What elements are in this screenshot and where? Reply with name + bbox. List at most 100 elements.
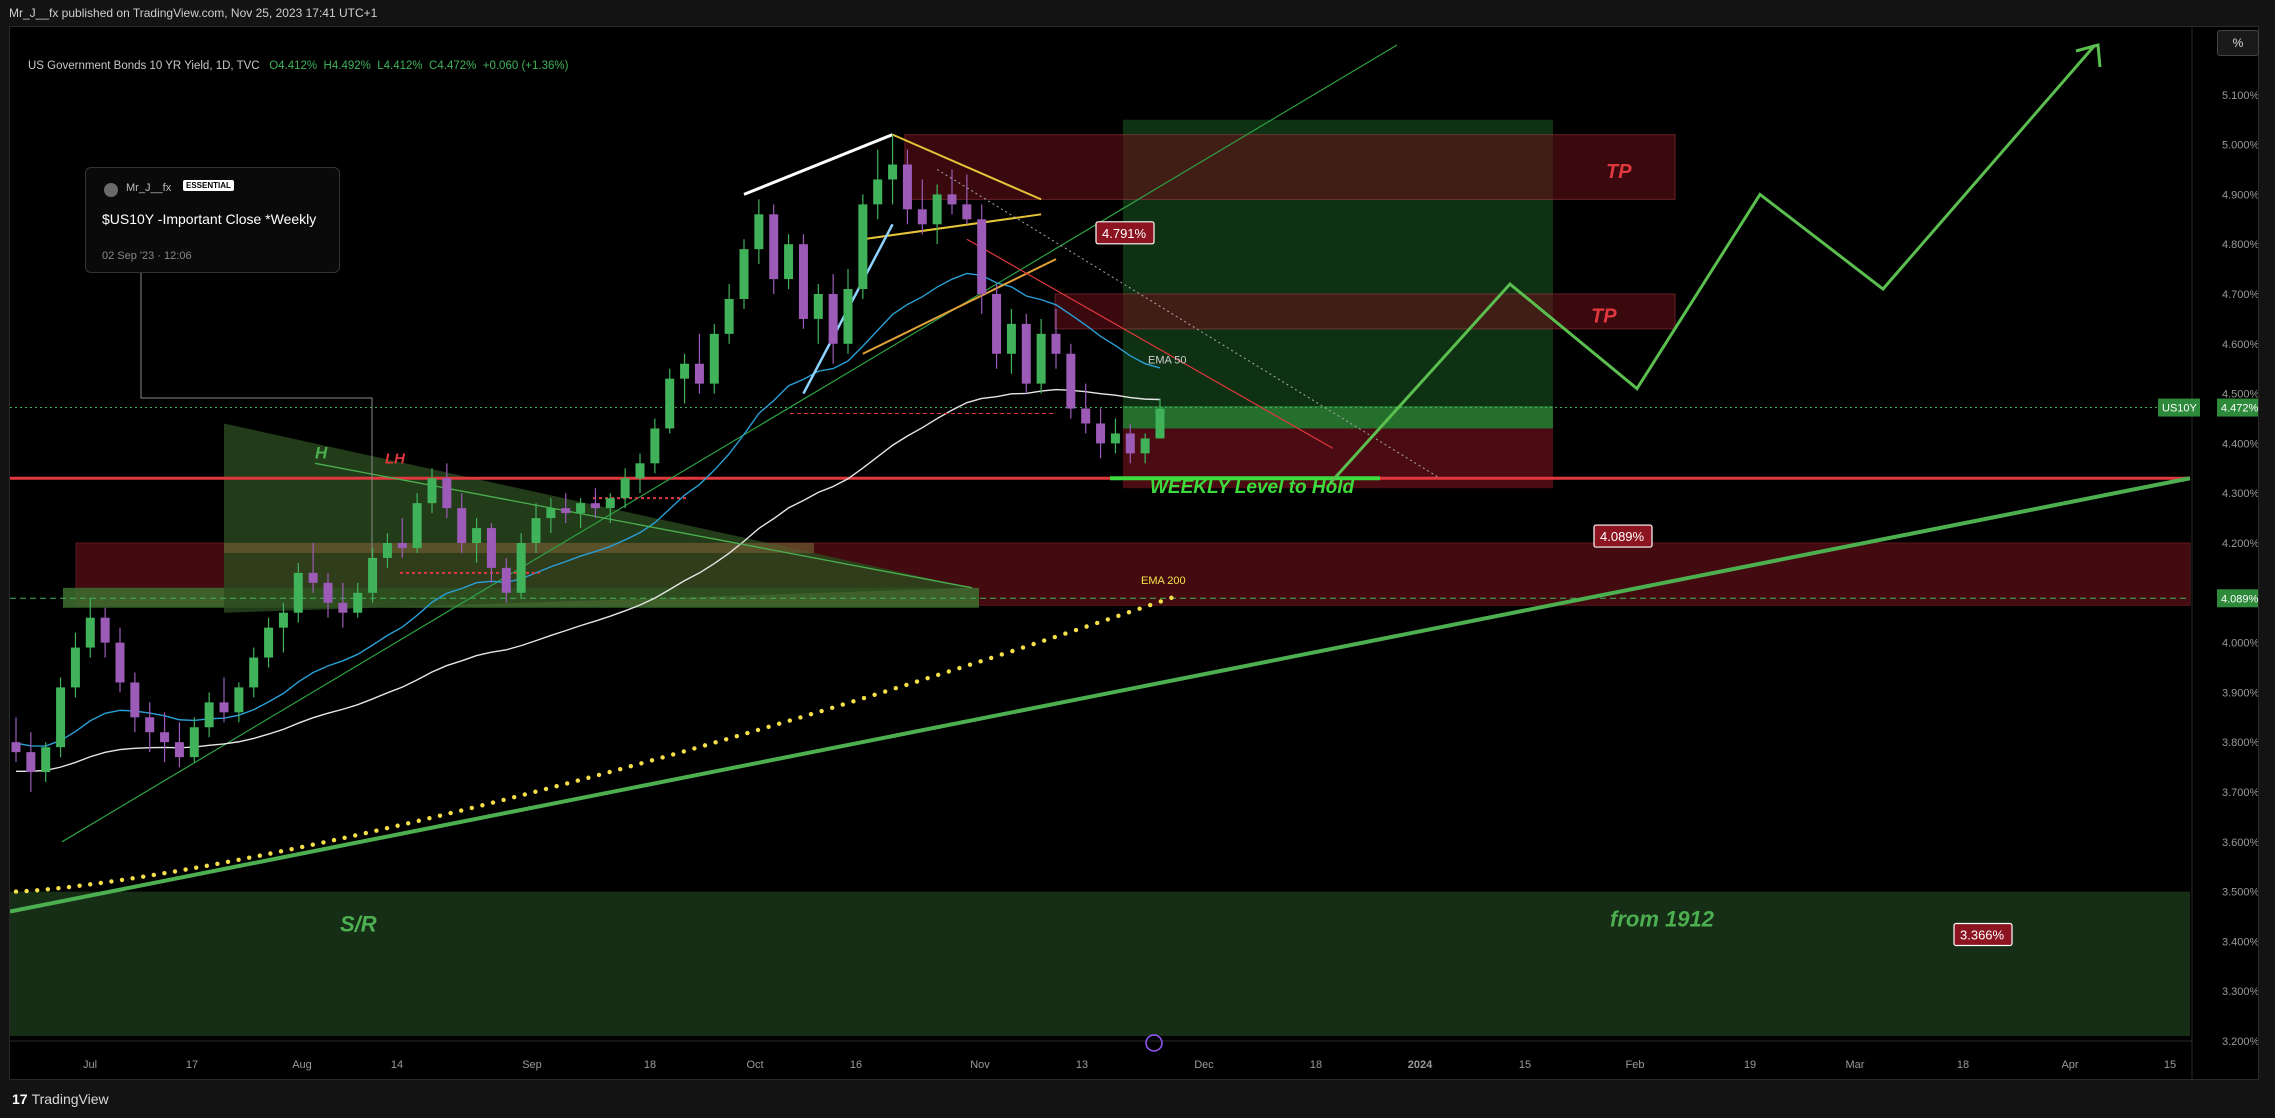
idea-card[interactable]: Mr_J__fx ESSENTIAL $US10Y -Important Clo… (85, 167, 340, 273)
ema200-dot (692, 746, 697, 751)
candle-body (427, 478, 437, 504)
ema200-dot (724, 737, 729, 742)
candle-body (412, 503, 422, 548)
ema200-dot (618, 766, 623, 772)
callout-4791-box (1095, 221, 1155, 245)
ema200-dot (543, 786, 549, 792)
candle-body (1110, 433, 1120, 444)
x-tick-label: 2024 (1408, 1059, 1433, 1071)
candle-body (516, 543, 526, 593)
ema200-dot (77, 883, 82, 888)
ema200-dot (745, 730, 750, 736)
tp2-zone (1054, 293, 1676, 330)
percent-scale-button[interactable]: % (2217, 30, 2259, 56)
ema200-dot (565, 781, 570, 786)
ema200-dot (967, 662, 973, 667)
symbol-tag-bg (2158, 398, 2200, 417)
ema200-dot (755, 727, 761, 733)
chart-svg[interactable]: TP TP H LH WEEKLY Level to Hold S/R from 1912 E… (10, 27, 2258, 1079)
ema200-dot (893, 686, 898, 691)
x-tick-label: 18 (1957, 1059, 1969, 1071)
legend-high: H4.492% (323, 60, 371, 72)
ema200-dot (331, 837, 337, 843)
lh-label: LH (385, 450, 406, 467)
callout-3366-box (1953, 922, 2013, 947)
ema200-dot (88, 882, 93, 887)
y-tick-label: 3.600% (2222, 837, 2258, 849)
y-tick-label: 4.300% (2222, 488, 2258, 500)
bottom-bar: 17 TradingView (0, 1082, 2275, 1118)
candle-body (160, 732, 170, 743)
ema200-dot (172, 869, 178, 874)
ema200-dot (628, 764, 633, 769)
ema200-dot (596, 772, 602, 778)
candle-body (635, 463, 645, 479)
ema200-dot (639, 761, 644, 766)
ema200-dot (225, 859, 231, 865)
ema200-dot (427, 816, 432, 821)
last-price-tag-bg (2217, 398, 2258, 417)
card-author: Mr_J__fx (126, 182, 172, 194)
chart-pane[interactable]: TP TP H LH WEEKLY Level to Hold S/R from 1912 E… (9, 26, 2259, 1080)
h-label: H (315, 443, 328, 462)
candle-body (85, 617, 95, 648)
ema200-dot (734, 734, 739, 739)
ema200-dot (480, 803, 485, 808)
level-4089-tag: 4.089% (2221, 593, 2258, 605)
ema200-dot (204, 863, 209, 868)
essential-badge: ESSENTIAL (183, 180, 234, 191)
y-tick-label: 4.000% (2222, 638, 2258, 650)
candle-body (1096, 423, 1106, 444)
ema200-dot (649, 758, 655, 763)
x-tick-label: 15 (1519, 1059, 1531, 1071)
ema200-dot (437, 813, 443, 818)
y-tick-label: 4.800% (2222, 239, 2258, 251)
ema200-dot (1084, 624, 1089, 629)
y-tick-label: 5.100% (2222, 90, 2258, 102)
candle-body (531, 518, 541, 543)
candle-body (56, 687, 66, 748)
candle-body (992, 294, 1002, 354)
candle-body (858, 204, 868, 290)
ema200-dot (671, 752, 676, 757)
ema200-dot (936, 672, 941, 678)
candle-body (709, 333, 719, 384)
tp2-label: TP (1591, 305, 1617, 327)
ema200-dot (522, 792, 527, 797)
callout-3366: 3.366% (1953, 922, 2013, 947)
tradingview-logo: 17 TradingView (12, 1091, 109, 1107)
ema200-dot (141, 874, 146, 879)
tp1-zone (904, 134, 1676, 200)
y-tick-label: 4.900% (2222, 189, 2258, 201)
callout-4089-box (1593, 524, 1653, 548)
level-4089-tag-bg (2217, 589, 2258, 608)
ema200-dot (1095, 620, 1100, 626)
y-tick-label: 3.800% (2222, 737, 2258, 749)
candle-body (1036, 333, 1046, 384)
ema200-dot (194, 865, 199, 870)
candle-body (1006, 323, 1016, 354)
tp1-label: TP (1606, 161, 1632, 183)
ema200-dot (109, 879, 114, 884)
ema200-dot (787, 718, 792, 723)
ema200-dot (406, 821, 411, 826)
axes-layer: 5.200%5.100%5.000%4.900%4.800%4.700%4.60… (10, 27, 2258, 1079)
ema200-dot (501, 797, 506, 803)
ema200-dot (512, 795, 517, 800)
candle-body (724, 298, 734, 334)
candle-body (843, 289, 853, 344)
ema200-dot (883, 689, 888, 694)
candle-body (249, 657, 259, 688)
candle-body (1155, 408, 1165, 439)
ema200-dot (575, 778, 580, 783)
ema200-dot (840, 702, 845, 707)
ema200-dot (925, 676, 930, 681)
candle-body (590, 503, 600, 509)
projected-arrowhead (2075, 43, 2102, 68)
ema200-label: EMA 200 (1141, 575, 1186, 587)
ema200-dot (766, 724, 771, 730)
candle-body (576, 503, 586, 514)
ema200-dot (268, 851, 273, 856)
x-tick-label: 14 (391, 1059, 403, 1071)
callout-4089: 4.089% (1593, 524, 1653, 548)
